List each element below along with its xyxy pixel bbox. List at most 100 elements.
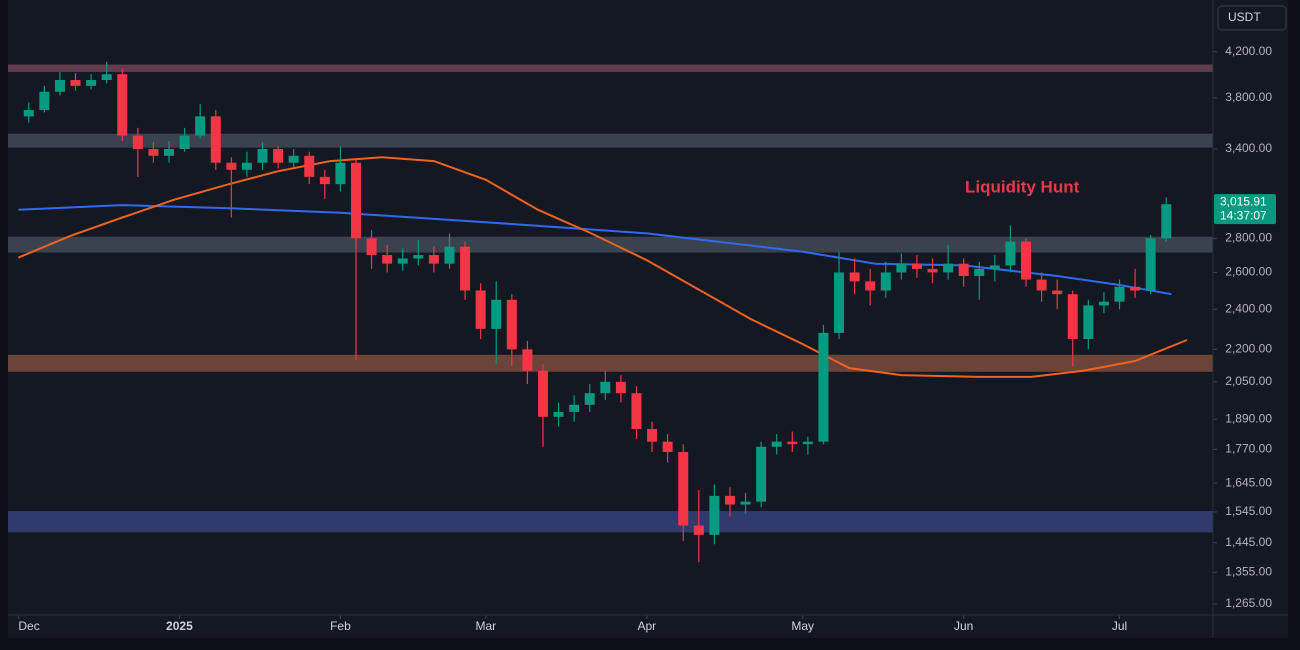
candle-body (1021, 241, 1032, 280)
candle-body (865, 281, 876, 291)
candle-body (740, 501, 751, 505)
candle-body (273, 148, 284, 163)
candle-body (506, 299, 517, 350)
y-tick-label: 2,050.00 (1225, 374, 1272, 388)
countdown: 14:37:07 (1220, 208, 1267, 222)
candle-body (397, 258, 408, 264)
price-tag (1214, 194, 1276, 225)
candle-body (537, 370, 548, 417)
candle-body (1114, 286, 1125, 302)
candle-body (1098, 301, 1109, 306)
x-tick-label: Feb (330, 619, 351, 633)
candle-body (257, 148, 268, 163)
y-tick-label: 2,200.00 (1225, 341, 1272, 355)
candle-body (491, 299, 502, 329)
currency[interactable]: USDT (1228, 10, 1261, 24)
candle-body (958, 263, 969, 276)
candle-body (1067, 294, 1078, 339)
moving-average (18, 156, 1188, 378)
zone (8, 511, 1213, 533)
x-tick-label: 2025 (166, 619, 193, 633)
candle-body (1161, 204, 1172, 239)
candle-body (226, 162, 237, 170)
x-tick-label: Dec (18, 619, 39, 633)
candle-body (522, 349, 533, 371)
candle-body (693, 525, 704, 535)
candle-body (1145, 238, 1156, 291)
y-tick-label: 1,890.00 (1225, 411, 1272, 425)
zone (8, 236, 1213, 253)
y-tick-label: 3,800.00 (1225, 90, 1272, 104)
candle-body (460, 246, 471, 291)
x-tick-label: May (791, 619, 814, 633)
plot-background (8, 0, 1288, 638)
candle-body (101, 74, 112, 80)
candle-body (584, 393, 595, 405)
candle-body (974, 268, 985, 276)
candle-body (1005, 241, 1016, 266)
candle-body (1036, 279, 1047, 291)
candle-body (304, 155, 315, 177)
y-tick-label: 2,600.00 (1225, 265, 1272, 279)
candle-body (631, 393, 642, 430)
y-tick-label: 1,545.00 (1225, 504, 1272, 518)
price-tag-label: 3,015.91 (1220, 194, 1267, 208)
candle-body (989, 265, 1000, 269)
y-tick-label: 1,645.00 (1225, 475, 1272, 489)
candle-body (849, 272, 860, 282)
candle-body (148, 148, 159, 156)
candle-body (164, 148, 175, 156)
candle-body (70, 79, 81, 86)
candle-body (569, 404, 580, 412)
candle-body (117, 74, 128, 136)
candle-body (615, 381, 626, 394)
candle-body (195, 116, 206, 136)
y-tick-label: 1,265.00 (1225, 596, 1272, 610)
x-tick-label: Jul (1112, 619, 1127, 633)
y-tick-label: 1,770.00 (1225, 442, 1272, 456)
candle-body (350, 162, 361, 239)
candle-body (724, 495, 735, 505)
zone (8, 354, 1213, 372)
candle-body (818, 332, 829, 442)
candle-body (756, 446, 767, 502)
zone (8, 64, 1213, 72)
x-tick-label: Apr (638, 619, 657, 633)
candle-body (880, 272, 891, 291)
moving-average (18, 204, 1172, 296)
candle-body (787, 441, 798, 445)
candle-body (600, 381, 611, 394)
candle-body (943, 263, 954, 273)
y-tick-label: 2,800.00 (1225, 231, 1272, 245)
zone (8, 133, 1213, 148)
candle-body (678, 451, 689, 526)
candle-body (366, 238, 377, 256)
candle-body (413, 255, 424, 259)
y-tick-label: 2,400.00 (1225, 301, 1272, 315)
candle-body (927, 268, 938, 273)
candle-body (179, 135, 190, 149)
candle-body (132, 135, 143, 149)
candle-body (662, 441, 673, 452)
candle-body (23, 110, 34, 117)
candle-body (54, 79, 65, 92)
y-tick-label: 1,445.00 (1225, 535, 1272, 549)
candle-body (911, 263, 922, 269)
candle-body (1083, 305, 1094, 339)
candle-body (1052, 290, 1063, 295)
currency-box[interactable] (1217, 5, 1287, 31)
x-tick-label: Mar (476, 619, 497, 633)
candle-body (335, 162, 346, 185)
candle-body (241, 162, 252, 170)
candle-body (1130, 286, 1141, 291)
candle-body (382, 255, 393, 264)
candle-body (475, 290, 486, 329)
candle-body (210, 116, 221, 163)
candle-body (647, 429, 658, 442)
candle-body (709, 495, 720, 535)
annotation: Liquidity Hunt (965, 177, 1080, 196)
candle-body (428, 255, 439, 264)
y-tick-label: 4,200.00 (1225, 44, 1272, 58)
y-tick-label: 3,400.00 (1225, 141, 1272, 155)
